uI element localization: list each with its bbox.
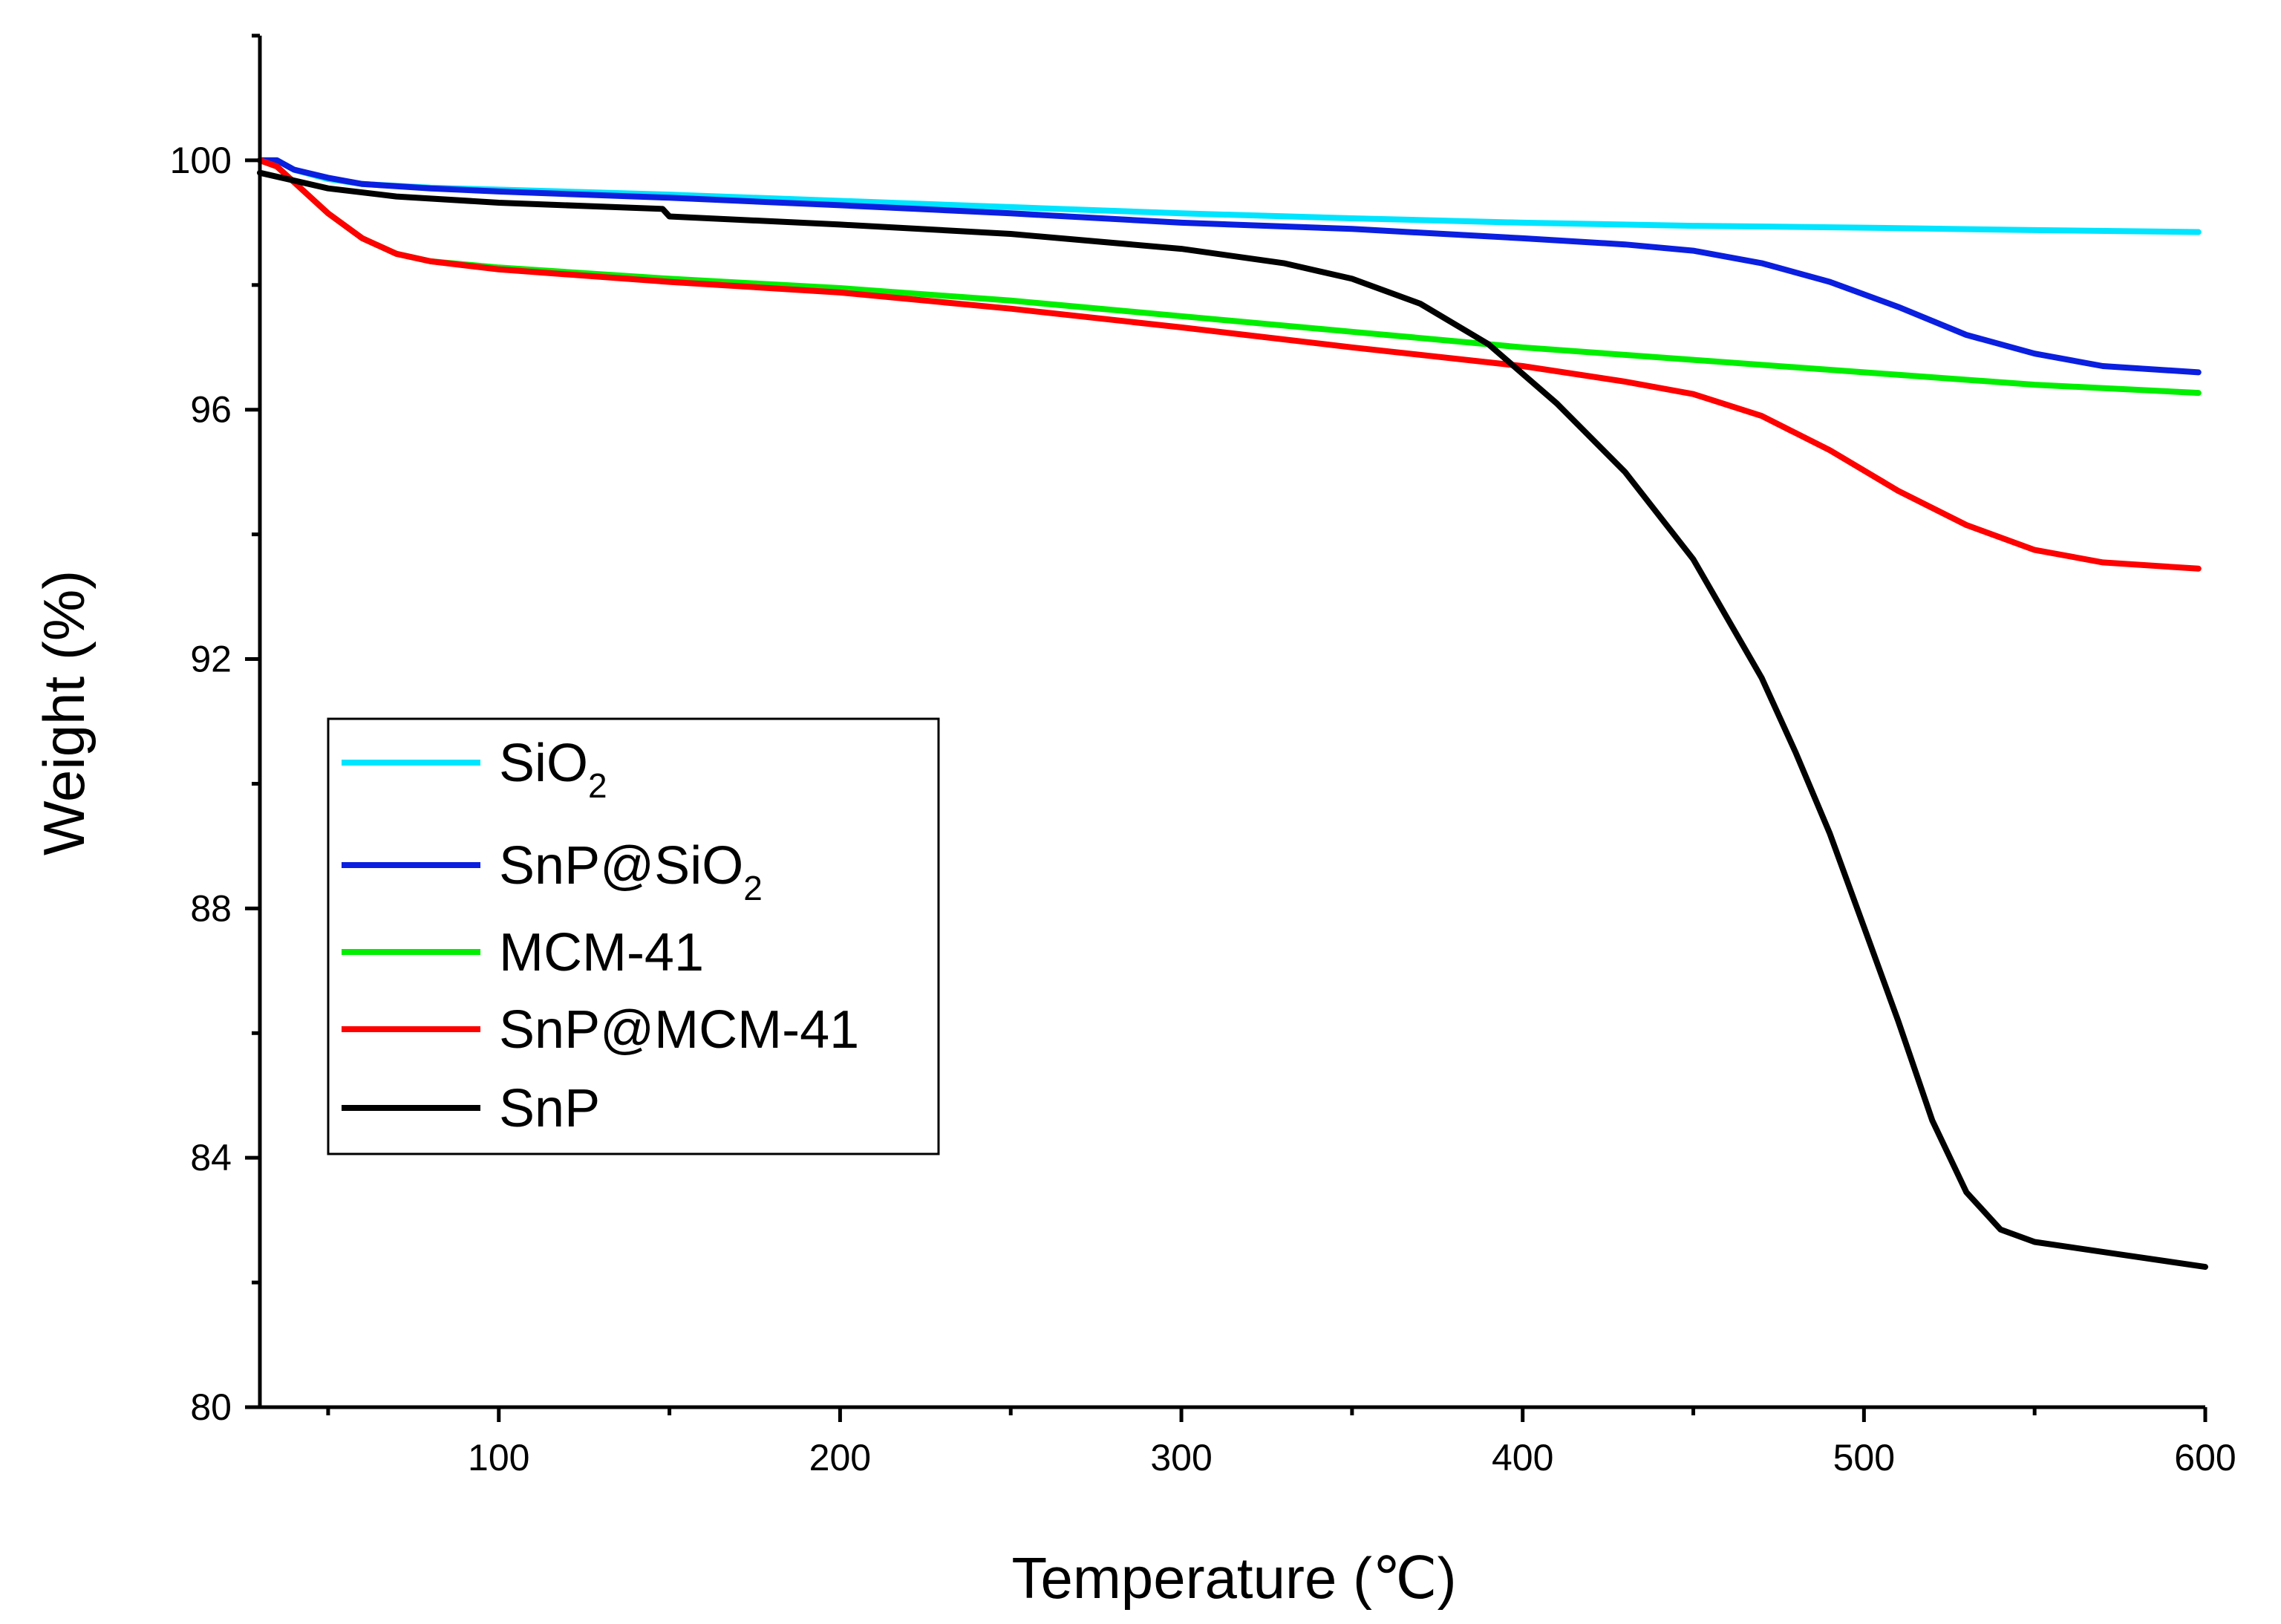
- x-tick-label: 400: [1492, 1437, 1553, 1478]
- legend-label-subscript: 2: [588, 766, 607, 805]
- y-axis-title: Weight (%): [31, 570, 97, 855]
- legend-label-main: SnP@SiO: [499, 836, 743, 896]
- x-tick-label: 600: [2174, 1437, 2236, 1478]
- y-tick-label: 84: [190, 1137, 232, 1178]
- x-tick-label: 500: [1833, 1437, 1895, 1478]
- legend-label: SnP@MCM-41: [499, 1000, 859, 1060]
- x-axis-title: Temperature (℃): [1011, 1545, 1456, 1611]
- ticks: 80 84 88 92 96 100 100 200 300 400 500 600: [170, 33, 2236, 1478]
- y-tick-label: 96: [190, 389, 232, 431]
- plot-lines: [257, 157, 2208, 1271]
- y-tick-label: 92: [190, 639, 232, 680]
- legend-label-main: MCM-41: [499, 923, 704, 982]
- legend-label-main: SnP: [499, 1079, 600, 1138]
- legend-label-subscript: 2: [743, 869, 763, 907]
- x-tick-label: 300: [1150, 1437, 1212, 1478]
- legend-label-main: SnP@MCM-41: [499, 1000, 859, 1060]
- legend-label: MCM-41: [499, 923, 704, 982]
- y-tick-label: 100: [170, 140, 232, 181]
- y-tick-label: 80: [190, 1386, 232, 1428]
- legend-label: SnP@SiO2: [499, 836, 763, 907]
- series-line-snp: [257, 169, 2208, 1271]
- x-tick-label: 200: [809, 1437, 871, 1478]
- series-line-snp-mcm-41: [257, 157, 2202, 572]
- legend-label-main: SiO: [499, 734, 588, 793]
- x-tick-label: 100: [468, 1437, 529, 1478]
- series-line-snp-sio2: [257, 157, 2202, 376]
- legend-label: SnP: [499, 1079, 600, 1138]
- axes: [258, 36, 2205, 1409]
- y-tick-label: 88: [190, 887, 232, 929]
- legend-label: SiO2: [499, 734, 607, 805]
- legend-box: [327, 717, 940, 1155]
